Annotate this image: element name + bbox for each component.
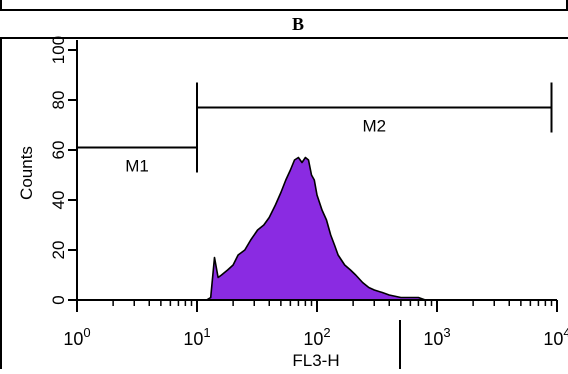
x-tick-label: 102 bbox=[303, 325, 330, 349]
x-tick-label-exponent: 1 bbox=[203, 325, 210, 340]
x-tick-label: 103 bbox=[423, 325, 450, 349]
y-axis-label: Counts bbox=[17, 146, 36, 200]
histogram-fill bbox=[77, 157, 557, 300]
x-tick-label-base: 10 bbox=[543, 329, 563, 349]
y-tick-label: 60 bbox=[49, 141, 68, 160]
y-tick-label: 20 bbox=[49, 241, 68, 260]
y-tick-label: 100 bbox=[49, 36, 68, 64]
gate-m1-label: M1 bbox=[125, 157, 149, 176]
x-tick-label-exponent: 4 bbox=[563, 325, 568, 340]
histogram-layer bbox=[77, 156, 557, 301]
x-tick-label-exponent: 3 bbox=[443, 325, 450, 340]
x-tick-label-base: 10 bbox=[303, 329, 323, 349]
x-tick-label-exponent: 2 bbox=[323, 325, 330, 340]
x-tick-label: 104 bbox=[543, 325, 568, 349]
gate-layer: M1 M2 bbox=[77, 82, 553, 176]
y-tick-label: 0 bbox=[49, 295, 68, 304]
y-tick-label: 40 bbox=[49, 191, 68, 210]
histogram-outline bbox=[77, 156, 557, 301]
x-tick-label-base: 10 bbox=[183, 329, 203, 349]
x-tick-label: 101 bbox=[183, 325, 210, 349]
x-tick-label-base: 10 bbox=[63, 329, 83, 349]
x-tick-label-exponent: 0 bbox=[83, 325, 90, 340]
panel-label: B bbox=[292, 14, 304, 34]
x-tick-label: 100 bbox=[63, 325, 90, 349]
gate-m2-label: M2 bbox=[362, 117, 386, 136]
x-tick-label-base: 10 bbox=[423, 329, 443, 349]
y-tick-label: 80 bbox=[49, 91, 68, 110]
x-axis-label: FL3-H bbox=[292, 351, 339, 369]
